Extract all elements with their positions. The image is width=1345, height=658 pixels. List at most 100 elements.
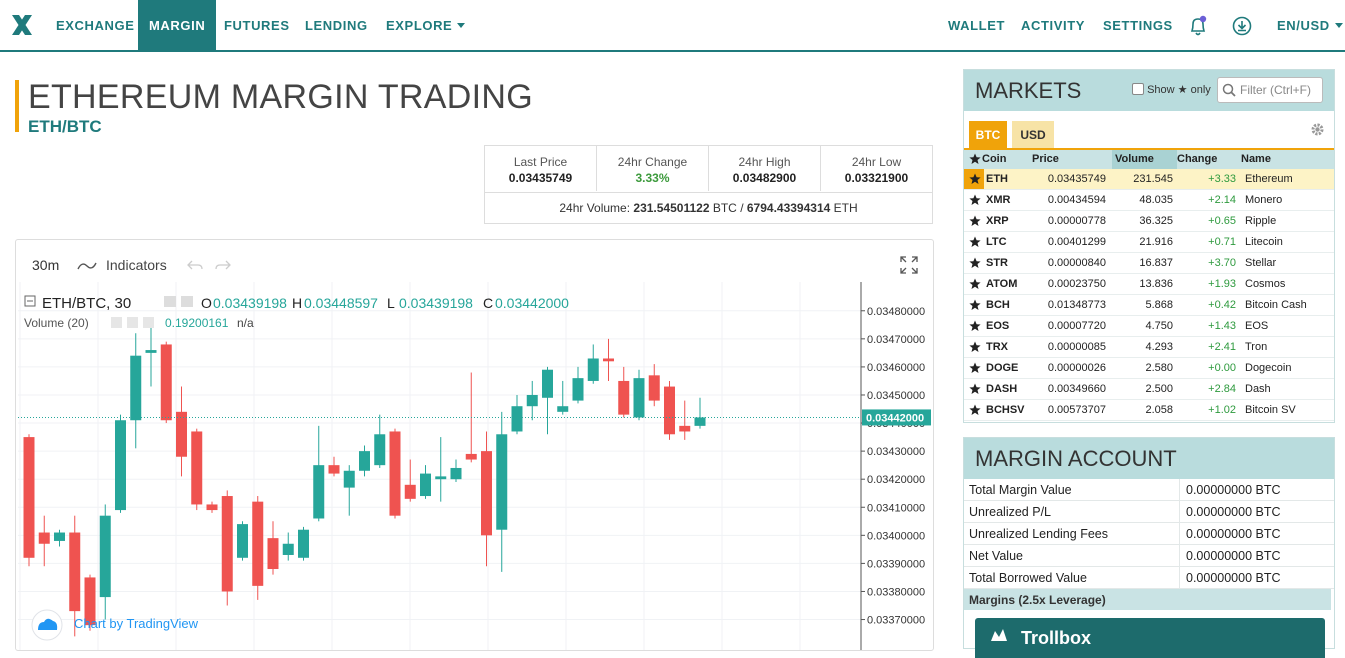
attribution: Chart by TradingView	[74, 616, 199, 631]
favorite-star[interactable]	[969, 236, 981, 248]
trollbox-title: Trollbox	[1021, 628, 1092, 648]
last-price-label: 0.03442000	[866, 412, 924, 424]
account-label: Unrealized Lending Fees	[969, 523, 1180, 544]
favorite-star[interactable]	[969, 194, 981, 206]
market-cell: ATOM	[986, 278, 1018, 290]
favorite-star[interactable]	[969, 404, 981, 416]
favorite-star[interactable]	[969, 383, 981, 395]
y-tick-label: 0.03430000	[867, 446, 925, 458]
market-cell: Cosmos	[1245, 278, 1286, 290]
market-row[interactable]: DOGE 0.00000026 2.580 +0.00 Dogecoin	[964, 358, 1334, 379]
account-value: 0.00000000 BTC	[1186, 549, 1281, 563]
nav-link[interactable]: ACTIVITY	[1021, 18, 1086, 33]
market-cell: EOS	[1245, 320, 1269, 332]
nav-link[interactable]: SETTINGS	[1103, 18, 1173, 33]
market-cell: +3.70	[1208, 257, 1236, 269]
settings-icon[interactable]	[1311, 123, 1324, 136]
favorite-star[interactable]	[969, 278, 981, 290]
margins-row: Margins (2.5x Leverage)	[964, 589, 1331, 610]
market-row[interactable]: EOS 0.00007720 4.750 +1.43 EOS	[964, 316, 1334, 337]
legend-icon	[111, 317, 122, 328]
nav-bar: EXCHANGE MARGIN FUTURES LENDING EXPLORE …	[0, 0, 1345, 52]
filter-input[interactable]: Filter (Ctrl+F)	[1217, 77, 1323, 103]
y-tick-label: 0.03400000	[867, 530, 925, 542]
notifications-icon[interactable]	[1188, 15, 1208, 37]
legend-icon	[164, 296, 176, 307]
nav-link[interactable]: WALLET	[948, 18, 1006, 33]
market-cell: 0.00000026	[1047, 362, 1106, 374]
logo[interactable]	[11, 14, 33, 36]
market-cell: DASH	[986, 383, 1018, 395]
market-cell: 0.00434594	[1047, 194, 1106, 206]
market-cell: 16.837	[1139, 257, 1173, 269]
candle-body	[176, 411, 187, 457]
market-row[interactable]: BCHSV 0.00573707 2.058 +1.02 Bitcoin SV	[964, 400, 1334, 421]
trollbox[interactable]: Trollbox	[975, 618, 1325, 658]
indicators-button[interactable]: Indicators	[106, 257, 167, 273]
ohlc-value: 0.03442000	[495, 295, 569, 311]
favorite-star[interactable]	[969, 299, 981, 311]
market-row[interactable]: DASH 0.00349660 2.500 +2.84 Dash	[964, 379, 1334, 400]
interval-button[interactable]: 30m	[32, 257, 60, 273]
nav-link-active[interactable]: MARGIN	[138, 0, 217, 50]
tab-active[interactable]: BTC	[969, 121, 1007, 149]
market-row[interactable]: BCH 0.01348773 5.868 +0.42 Bitcoin Cash	[964, 295, 1334, 316]
column-header[interactable]: Name	[1241, 153, 1271, 165]
column-header[interactable]: Price	[1032, 153, 1059, 165]
fullscreen-button[interactable]	[900, 256, 918, 274]
favorite-star[interactable]	[969, 215, 981, 227]
stat: Last Price 0.03435749	[485, 146, 597, 191]
candle-body	[435, 476, 447, 480]
candle-body	[252, 501, 264, 586]
favorite-star[interactable]	[969, 153, 981, 165]
stat-value: 3.33%	[635, 171, 670, 185]
favorite-star[interactable]	[969, 362, 981, 374]
candle-body	[450, 467, 462, 480]
favorite-star[interactable]	[969, 320, 981, 332]
volume-eth: 6794.43394314	[746, 201, 831, 215]
candle-body	[69, 532, 81, 612]
market-row[interactable]: TRX 0.00000085 4.293 +2.41 Tron	[964, 337, 1334, 358]
page-header: ETHEREUM MARGIN TRADING ETH/BTC	[15, 78, 533, 136]
filter-placeholder: Filter (Ctrl+F)	[1240, 83, 1311, 97]
favorite-star[interactable]	[969, 257, 981, 269]
candle-body	[191, 431, 203, 505]
market-row[interactable]: ETH 0.03435749 231.545 +3.33 Ethereum	[964, 169, 1334, 190]
y-tick-label: 0.03480000	[867, 306, 925, 318]
nav-link[interactable]: EXCHANGE	[56, 18, 135, 33]
favorite-star[interactable]	[969, 341, 981, 353]
candle-body	[404, 484, 416, 499]
market-row[interactable]: LTC 0.00401299 21.916 +0.71 Litecoin	[964, 232, 1334, 253]
markets-table: Coin Price Volume Change Name ETH 0.03435749 23…	[964, 148, 1334, 424]
market-row[interactable]: XMR 0.00434594 48.035 +2.14 Monero	[964, 190, 1334, 211]
page-title: ETHEREUM MARGIN TRADING	[28, 78, 533, 116]
candle-body	[389, 431, 401, 516]
column-header[interactable]: Coin	[982, 153, 1007, 165]
candle-body	[38, 532, 50, 544]
nav-link[interactable]: EXPLORE	[386, 0, 466, 50]
market-row[interactable]: ATOM 0.00023750 13.836 +1.93 Cosmos	[964, 274, 1334, 295]
nav-text: EXPLORE	[386, 18, 453, 33]
download-icon[interactable]	[1232, 16, 1252, 36]
tab[interactable]: USD	[1012, 121, 1054, 149]
star-filter[interactable]: Show ★ only	[1132, 83, 1211, 96]
nav-link[interactable]: FUTURES	[224, 18, 290, 33]
ohlc-key: O	[201, 295, 212, 311]
market-cell: 2.058	[1145, 404, 1173, 416]
nav-link[interactable]: LENDING	[305, 18, 368, 33]
favorite-star[interactable]	[969, 173, 981, 185]
stat-label: 24hr High	[738, 155, 791, 169]
market-cell: +2.84	[1208, 383, 1236, 395]
market-row[interactable]: STR 0.00000840 16.837 +3.70 Stellar	[964, 253, 1334, 274]
market-cell: +1.43	[1208, 320, 1236, 332]
market-row[interactable]: XRP 0.00000778 36.325 +0.65 Ripple	[964, 211, 1334, 232]
ohlc-value: 0.03439198	[399, 295, 473, 311]
candle-body	[465, 453, 477, 460]
column-header[interactable]: Change	[1177, 153, 1218, 165]
y-tick-label: 0.03450000	[867, 390, 925, 402]
column-header[interactable]: Volume	[1112, 150, 1177, 169]
locale-select[interactable]: EN/USD	[1277, 0, 1343, 50]
account-label: Total Borrowed Value	[969, 567, 1180, 588]
market-cell: 0.00401299	[1047, 236, 1106, 248]
